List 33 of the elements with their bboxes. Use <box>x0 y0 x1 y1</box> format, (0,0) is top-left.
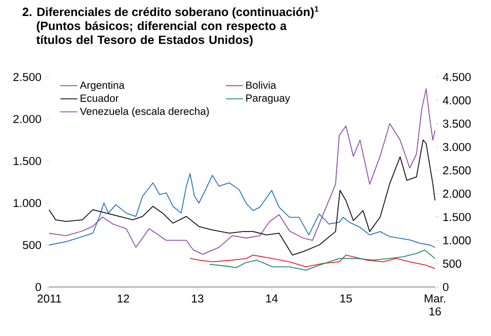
x-tick-label: Mar. 16 <box>424 294 446 316</box>
x-tick-label: 15 <box>340 294 352 303</box>
x-tick-label: 13 <box>192 294 204 303</box>
x-tick-label: 12 <box>118 294 130 303</box>
y2-tick-label: 4.000 <box>442 96 471 104</box>
y2-tick-label: 3.500 <box>442 120 471 128</box>
y-tick-label: 2.000 <box>13 114 42 124</box>
y2-tick-label: 1.500 <box>443 212 471 222</box>
y-tick-label: 2.500 <box>13 72 42 82</box>
chart-title: 2. Diferenciales de crédito soberano (continuación)$^{1}$ <box>22 6 318 19</box>
y-tick-label: 1.500 <box>14 156 42 166</box>
y2-tick-label: 500 <box>442 260 462 268</box>
legend-label: Venezuela (escala derecha) <box>80 107 209 118</box>
legend-label: Paraguay <box>246 94 290 104</box>
x-tick-label: 2011 <box>38 294 62 303</box>
line-series <box>48 173 436 248</box>
line-series <box>190 254 436 269</box>
y-tick-label: 0 <box>36 282 42 292</box>
y2-tick-label: 0 <box>442 282 448 292</box>
y2-tick-label: 4.500 <box>442 72 471 82</box>
x-tick-label: 14 <box>266 294 278 302</box>
legend-label: Argentina <box>80 81 125 91</box>
legend-label: Bolivia <box>246 81 276 89</box>
y-tick-label: 500 <box>22 240 42 250</box>
y2-tick-label: 2.000 <box>443 190 471 198</box>
line-series <box>208 250 436 271</box>
y-tick-label: 1.000 <box>14 198 42 208</box>
y2-tick-label: 3.000 <box>442 142 471 152</box>
line-series <box>48 140 436 256</box>
y2-tick-label: 1.000 <box>443 236 471 244</box>
legend-label: Ecuador <box>80 94 119 102</box>
y2-tick-label: 2.500 <box>443 166 471 174</box>
chart-subtitle: (Puntos básicos; diferencial con respecto a títulos del Tesoro de Estados Unidos) <box>36 21 287 46</box>
